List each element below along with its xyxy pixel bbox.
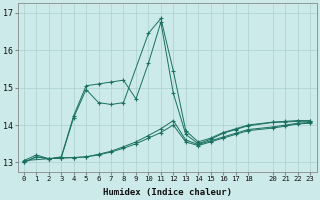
X-axis label: Humidex (Indice chaleur): Humidex (Indice chaleur) (103, 188, 232, 197)
